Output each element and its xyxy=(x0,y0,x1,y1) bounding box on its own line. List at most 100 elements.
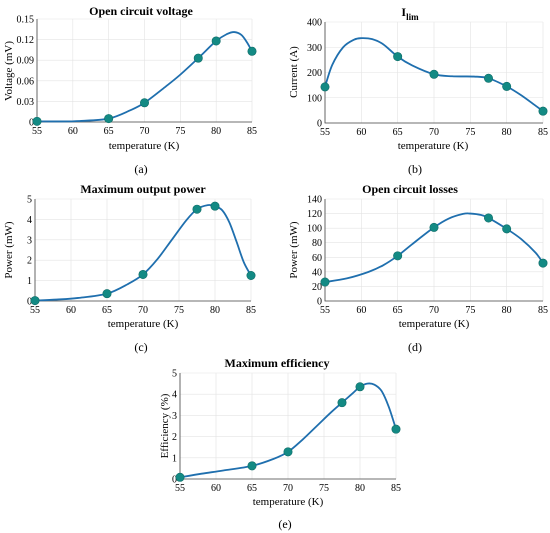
panel-b-xtick-0: 55 xyxy=(320,127,330,138)
panel-c-ytick-1: 1 xyxy=(27,276,32,287)
panel-b-point-0 xyxy=(320,82,330,92)
panel-a-ytick-2: 0.06 xyxy=(17,76,35,87)
panel-c-xlabel: temperature (K) xyxy=(108,318,179,330)
panel-c-point-3 xyxy=(192,204,202,214)
panel-d-point-3 xyxy=(483,213,493,223)
panel-b-xtick-4: 75 xyxy=(465,127,475,138)
panel-c-point-2 xyxy=(138,269,148,279)
panel-c-ytick-0: 0 xyxy=(27,297,32,308)
panel-e-point-3 xyxy=(337,398,347,408)
panel-c-xtick-3: 70 xyxy=(138,305,148,316)
panel-a-title: Open circuit voltage xyxy=(89,4,193,18)
panel-d-point-0 xyxy=(320,277,330,287)
panel-c-point-5 xyxy=(246,270,256,280)
panel-a-xtick-0: 55 xyxy=(32,126,42,137)
panel-d-xtick-1: 60 xyxy=(356,305,366,316)
panel-b: Ilim 55 60 65 70 75 80 85 0 100 200 300 400 Current… xyxy=(288,5,548,176)
panel-a-caption: (a) xyxy=(134,162,147,176)
panel-e-ytick-5: 5 xyxy=(172,369,177,380)
panel-d-ytick-1: 20 xyxy=(312,282,322,293)
panel-c-ytick-5: 5 xyxy=(27,195,32,206)
panel-a: Open circuit voltage 55 60 65 70 75 80 85 0 0.03… xyxy=(3,4,257,176)
panel-b-title: Ilim xyxy=(401,5,419,22)
panel-a-point-3 xyxy=(193,53,203,63)
panel-a-ytick-3: 0.09 xyxy=(17,56,35,67)
panel-c-xtick-0: 55 xyxy=(30,305,40,316)
panel-e-xtick-6: 85 xyxy=(391,483,401,494)
panel-a-point-4 xyxy=(211,36,221,46)
panel-c-xtick-1: 60 xyxy=(66,305,76,316)
panel-e-ytick-4: 4 xyxy=(172,390,177,401)
panel-e-point-2 xyxy=(283,447,293,457)
panel-c-ylabel: Power (mW) xyxy=(3,221,15,278)
panel-b-xtick-6: 85 xyxy=(538,127,548,138)
panel-d-curve xyxy=(324,212,544,283)
panel-d-ytick-6: 120 xyxy=(307,209,322,220)
panel-e-xtick-3: 70 xyxy=(283,483,293,494)
panel-e-ytick-0: 0 xyxy=(172,475,177,486)
panel-c-ytick-4: 4 xyxy=(27,215,32,226)
panel-c-ytick-2: 2 xyxy=(27,256,32,267)
panel-d-xlabel: temperature (K) xyxy=(399,318,470,330)
panel-b-ytick-1: 100 xyxy=(307,93,322,104)
panel-a-point-5 xyxy=(247,46,257,56)
panel-a-xtick-1: 60 xyxy=(68,126,78,137)
panel-b-ylabel: Current (A) xyxy=(288,46,300,98)
panel-c-ytick-3: 3 xyxy=(27,235,32,246)
panel-a-xtick-5: 80 xyxy=(211,126,221,137)
panel-d-title: Open circuit losses xyxy=(362,182,458,196)
panel-d-ytick-2: 40 xyxy=(312,267,322,278)
panel-e-ytick-2: 2 xyxy=(172,432,177,443)
panel-d-ytick-7: 140 xyxy=(307,195,322,206)
panel-e-caption: (e) xyxy=(278,517,291,531)
panel-d-point-4 xyxy=(502,224,512,234)
panel-b-axes xyxy=(324,22,543,124)
panel-b-ytick-0: 0 xyxy=(317,119,322,130)
panel-d-ytick-0: 0 xyxy=(317,297,322,308)
panel-b-ytick-2: 200 xyxy=(307,68,322,79)
panel-a-ylabel: Voltage (mV) xyxy=(3,41,15,101)
panel-e-xtick-4: 75 xyxy=(319,483,329,494)
panel-d-xtick-4: 75 xyxy=(465,305,475,316)
panel-b-curve xyxy=(324,37,544,112)
panel-d-xtick-0: 55 xyxy=(320,305,330,316)
panel-a-xtick-2: 65 xyxy=(104,126,114,137)
panel-c-xtick-4: 75 xyxy=(174,305,184,316)
panel-e-xtick-5: 80 xyxy=(355,483,365,494)
panel-a-point-0 xyxy=(32,116,42,126)
panel-c-xtick-2: 65 xyxy=(102,305,112,316)
panel-a-xtick-6: 85 xyxy=(247,126,257,137)
panel-d-ytick-3: 60 xyxy=(312,253,322,264)
panel-b-xtick-3: 70 xyxy=(429,127,439,138)
panel-c-point-0 xyxy=(30,296,40,306)
panel-a-xtick-4: 75 xyxy=(175,126,185,137)
panel-b-xtick-2: 65 xyxy=(393,127,403,138)
panel-c-xtick-6: 85 xyxy=(246,305,256,316)
panel-b-xtick-1: 60 xyxy=(356,127,366,138)
panel-c-point-1 xyxy=(102,289,112,299)
panel-b-caption: (b) xyxy=(408,162,422,176)
panel-d-point-5 xyxy=(538,258,548,268)
panel-b-point-4 xyxy=(502,81,512,91)
panel-a-curve xyxy=(36,31,253,123)
panel-e: Maximum efficiency 55 60 65 70 75 80 85012345 … xyxy=(159,356,401,531)
panel-a-ytick-0: 0 xyxy=(29,118,34,129)
panel-a-ytick-1: 0.03 xyxy=(17,97,35,108)
panel-b-point-1 xyxy=(393,52,403,62)
panel-e-xtick-0: 55 xyxy=(175,483,185,494)
panel-c-caption: (c) xyxy=(134,340,147,354)
panel-b-xlabel: temperature (K) xyxy=(398,140,469,152)
panel-b-ytick-4: 400 xyxy=(307,18,322,29)
panel-e-point-1 xyxy=(247,461,257,471)
panel-e-point-0 xyxy=(175,472,185,482)
panel-e-xtick-1: 60 xyxy=(211,483,221,494)
panel-e-ytick-3: 3 xyxy=(172,411,177,422)
panel-d: Open circuit losses 55 60 65 70 75 80 85 0 20 40 6… xyxy=(288,182,548,354)
panel-e-xtick-2: 65 xyxy=(247,483,257,494)
panel-b-point-2 xyxy=(429,69,439,79)
panel-d-axes xyxy=(324,199,543,302)
panel-c-curve xyxy=(34,204,252,302)
panel-e-xlabel: temperature (K) xyxy=(253,496,324,508)
panel-c-point-4 xyxy=(210,201,220,211)
panel-a-point-2 xyxy=(140,98,150,108)
